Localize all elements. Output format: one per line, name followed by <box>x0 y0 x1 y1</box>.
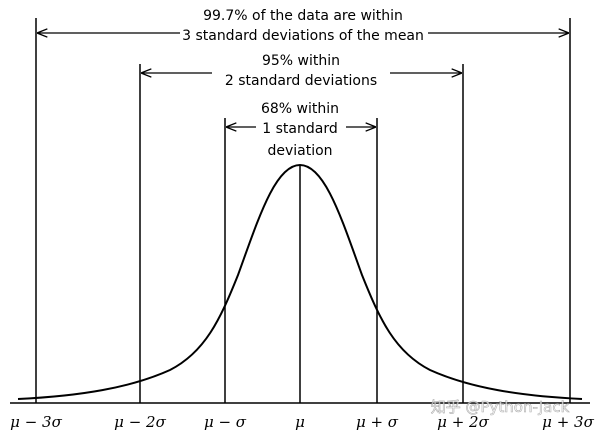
axis-label: μ − 2σ <box>114 413 166 431</box>
axis-label: μ − 3σ <box>10 413 62 431</box>
annotation: 2 standard deviations <box>225 73 377 89</box>
annotation: 1 standard <box>262 121 337 137</box>
axis-label: μ + 3σ <box>542 413 594 431</box>
annotation: deviation <box>267 143 332 159</box>
range-arrows <box>38 33 568 127</box>
axis-label: μ + 2σ <box>437 413 489 431</box>
annotation: 68% within <box>261 101 339 117</box>
bell-curve <box>17 163 583 400</box>
axis-label: μ <box>295 413 305 431</box>
axis-label: μ − σ <box>204 413 247 431</box>
annotation: 95% within <box>262 53 340 69</box>
annotation: 99.7% of the data are within <box>203 8 403 24</box>
sigma-lines <box>35 18 571 403</box>
annotation: 3 standard deviations of the mean <box>182 28 424 44</box>
watermark: 知乎 @Python-Jack <box>431 398 570 416</box>
axis-label: μ + σ <box>356 413 399 431</box>
